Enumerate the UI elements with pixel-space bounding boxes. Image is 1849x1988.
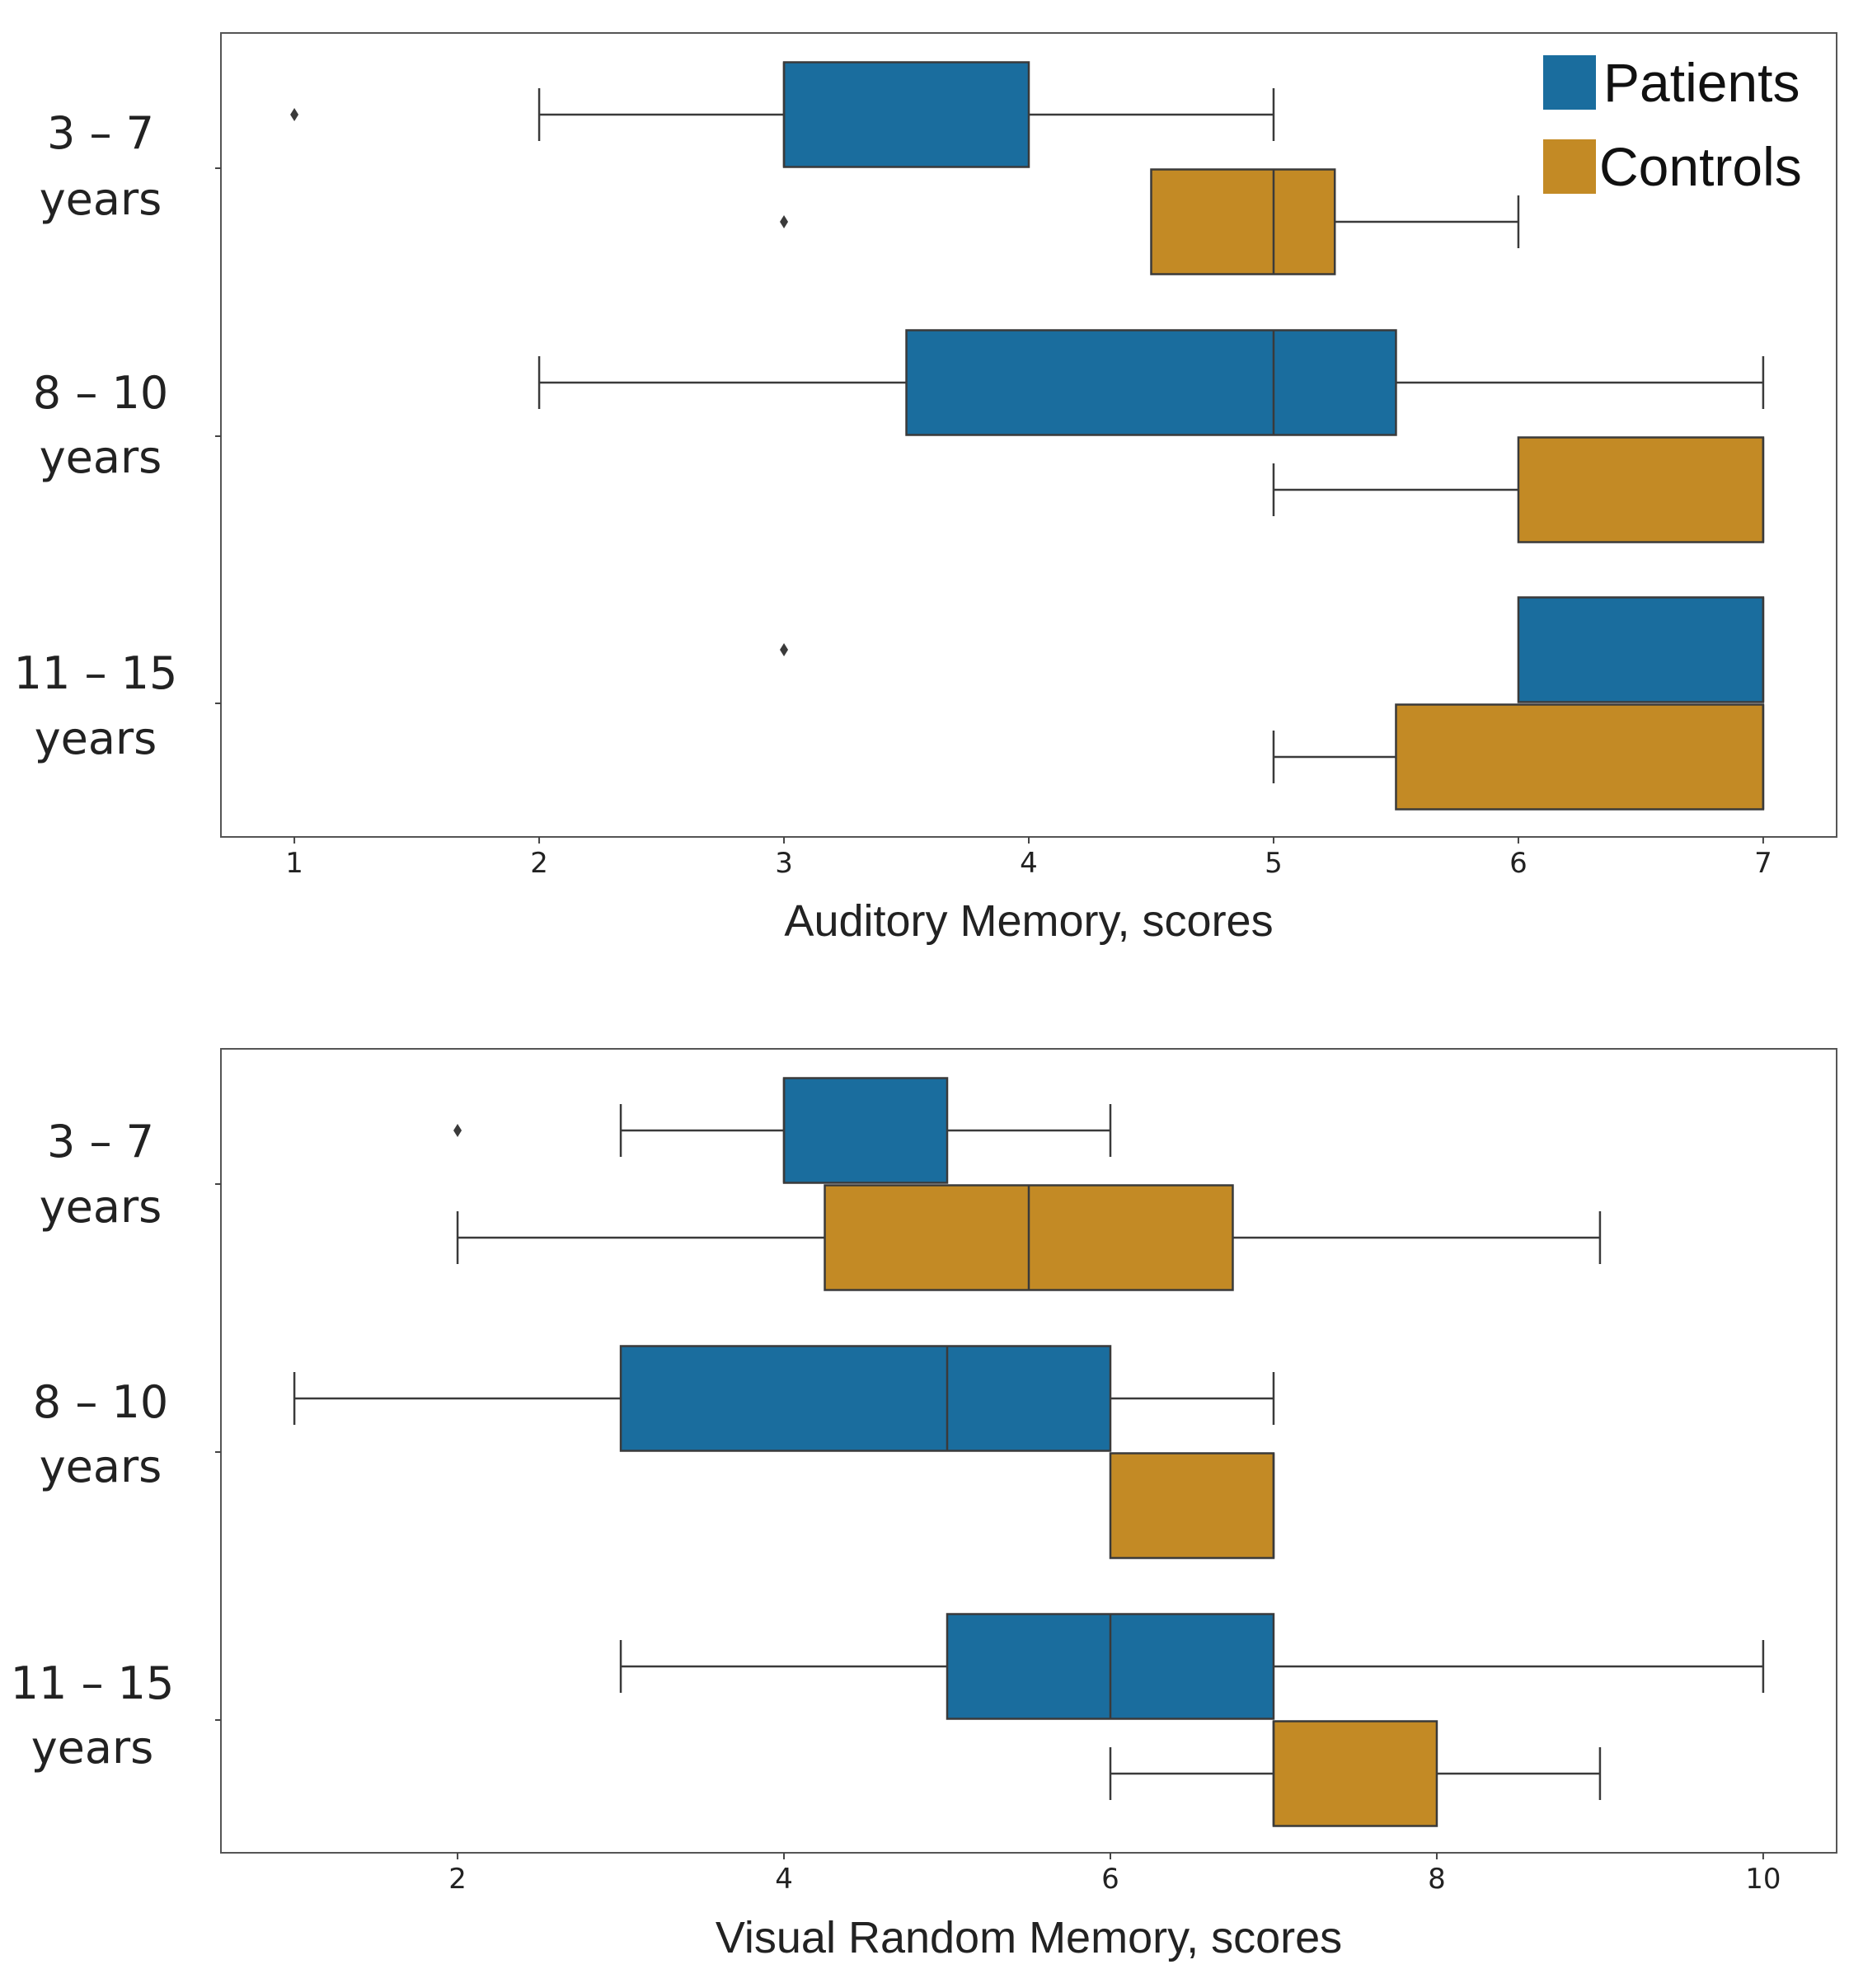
box-patients-1 xyxy=(453,1077,1112,1184)
box-iqr xyxy=(1150,168,1336,275)
x-tick-label: 5 xyxy=(1265,847,1283,880)
box-iqr xyxy=(1395,703,1765,811)
y-tick-label: years xyxy=(40,431,162,483)
outlier-point xyxy=(780,215,789,228)
y-tick-label: years xyxy=(40,173,162,225)
box-patients-3 xyxy=(780,596,1765,703)
box-patients-1 xyxy=(290,61,1275,168)
box-iqr xyxy=(619,1345,1112,1452)
outlier-point xyxy=(453,1124,462,1137)
box-controls-2 xyxy=(1109,1452,1275,1559)
x-tick-label: 2 xyxy=(530,847,548,880)
x-tick-label: 8 xyxy=(1428,1863,1446,1896)
y-tick-label: years xyxy=(35,712,157,764)
box-controls-1 xyxy=(456,1184,1602,1291)
x-tick-label: 2 xyxy=(448,1863,467,1896)
box-iqr xyxy=(905,329,1397,436)
box-controls-3 xyxy=(1109,1720,1602,1827)
plot-frame xyxy=(220,1048,1837,1854)
box-iqr xyxy=(782,1077,949,1184)
legend-label-patients: Patients xyxy=(1603,52,1800,113)
box-patients-2 xyxy=(537,329,1765,436)
box-iqr xyxy=(1109,1452,1275,1559)
y-tick-label: years xyxy=(40,1440,162,1492)
y-tick-label: years xyxy=(31,1722,154,1774)
box-controls-2 xyxy=(1272,436,1765,543)
chart-panel-1: 3 – 7 years 8 – 10 years 11 – 15 years 1 2 3 4 5 6 7… xyxy=(14,32,1837,946)
x-tick-label: 1 xyxy=(285,847,303,880)
y-tick-label: 11 – 15 xyxy=(11,1657,175,1709)
x-tick-label: 3 xyxy=(775,847,793,880)
box-patients-2 xyxy=(293,1345,1275,1452)
legend: Patients Controls xyxy=(1543,52,1802,197)
outlier-point xyxy=(780,643,789,656)
legend-label-controls: Controls xyxy=(1599,136,1802,197)
x-tick-label: 7 xyxy=(1754,847,1772,880)
outlier-point xyxy=(290,108,299,121)
legend-swatch-controls xyxy=(1543,139,1596,194)
box-iqr xyxy=(782,61,1030,168)
box-controls-1 xyxy=(780,168,1520,275)
y-tick-label: 11 – 15 xyxy=(14,647,178,699)
x-tick-label: 4 xyxy=(1020,847,1038,880)
y-tick-label: 3 – 7 xyxy=(47,107,154,159)
y-tick-label: 8 – 10 xyxy=(33,367,168,419)
box-iqr xyxy=(1517,596,1765,703)
box-controls-3 xyxy=(1272,703,1765,811)
box-iqr xyxy=(1272,1720,1438,1827)
y-tick-label: 8 – 10 xyxy=(33,1376,168,1428)
y-tick-label: 3 – 7 xyxy=(47,1116,154,1168)
x-tick-label: 10 xyxy=(1745,1863,1781,1896)
x-tick-label: 6 xyxy=(1509,847,1528,880)
legend-swatch-patients xyxy=(1543,55,1596,110)
box-iqr xyxy=(1517,436,1765,543)
y-tick-label: years xyxy=(40,1181,162,1233)
x-axis-label: Visual Random Memory, scores xyxy=(716,1913,1342,1962)
chart-panel-2: 3 – 7 years 8 – 10 years 11 – 15 years 2 4 6 8 10 V… xyxy=(11,1048,1837,1962)
box-patients-3 xyxy=(619,1613,1765,1720)
x-tick-label: 6 xyxy=(1101,1863,1119,1896)
x-tick-label: 4 xyxy=(775,1863,793,1896)
x-axis-label: Auditory Memory, scores xyxy=(784,896,1273,946)
